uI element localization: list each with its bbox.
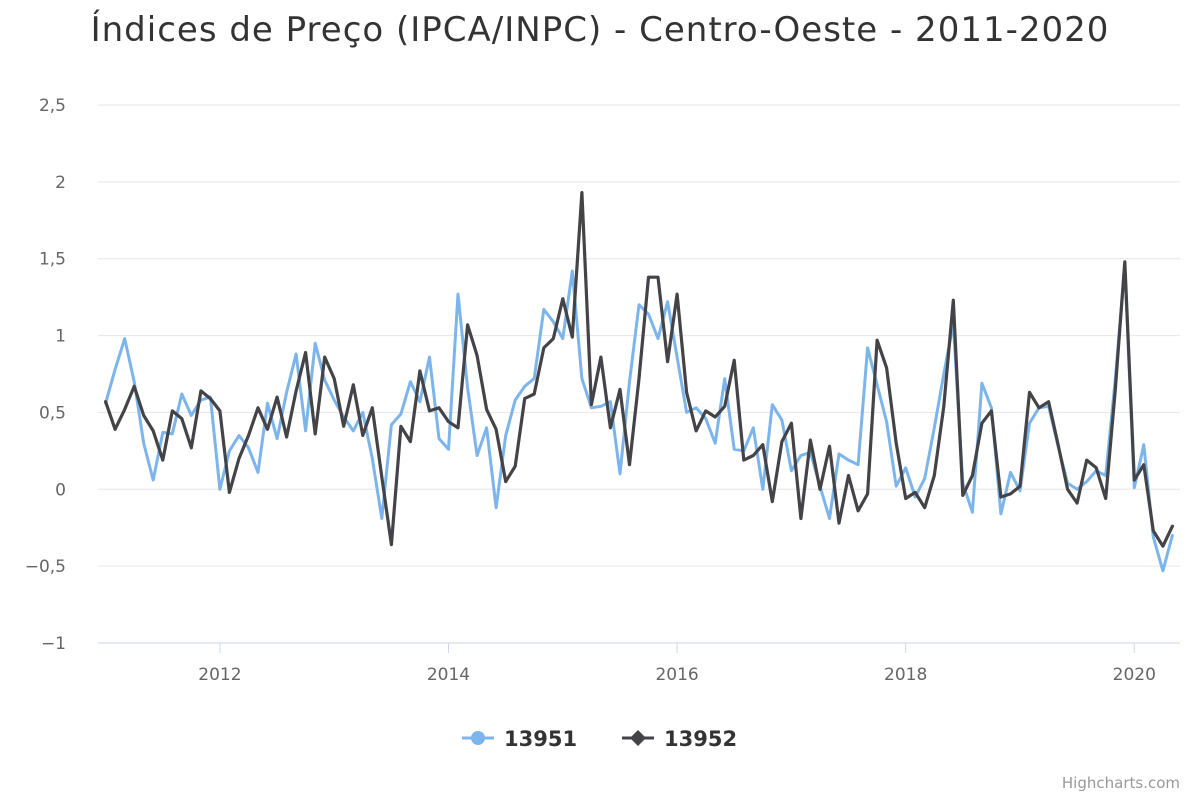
y-tick-label: 0 xyxy=(55,480,66,500)
x-tick-label: 2020 xyxy=(1113,665,1156,685)
credits-link[interactable]: Highcharts.com xyxy=(1061,774,1180,792)
x-tick-label: 2014 xyxy=(427,665,470,685)
series-line-13951[interactable] xyxy=(104,264,1174,573)
y-tick-label: 1,5 xyxy=(39,250,66,270)
x-tick-label: 2016 xyxy=(655,665,698,685)
x-axis: 2012 2014 2016 2018 2020 xyxy=(98,642,1180,685)
y-tick-label: 0,5 xyxy=(39,403,66,423)
y-tick-label: −1 xyxy=(41,634,66,654)
legend-item-13951[interactable]: 13951 xyxy=(462,727,577,751)
legend-label: 13952 xyxy=(664,727,737,751)
series-line-13952[interactable] xyxy=(103,191,1175,548)
x-tick-label: 2018 xyxy=(884,665,927,685)
y-axis: 2,5 2 1,5 1 0,5 0 −0,5 −1 xyxy=(25,96,66,654)
legend-diamond-marker xyxy=(630,730,646,746)
legend-label: 13951 xyxy=(504,727,577,751)
y-tick-label: −0,5 xyxy=(25,557,66,577)
legend: 13951 13952 xyxy=(462,727,737,751)
y-tick-label: 1 xyxy=(55,327,66,347)
x-tick-label: 2012 xyxy=(198,665,241,685)
plot-series xyxy=(103,191,1175,573)
chart-title: Índices de Preço (IPCA/INPC) - Centro-Oe… xyxy=(90,10,1110,50)
legend-circle-marker xyxy=(471,731,485,745)
y-tick-label: 2,5 xyxy=(39,96,66,116)
legend-item-13952[interactable]: 13952 xyxy=(622,727,737,751)
y-tick-label: 2 xyxy=(55,173,66,193)
